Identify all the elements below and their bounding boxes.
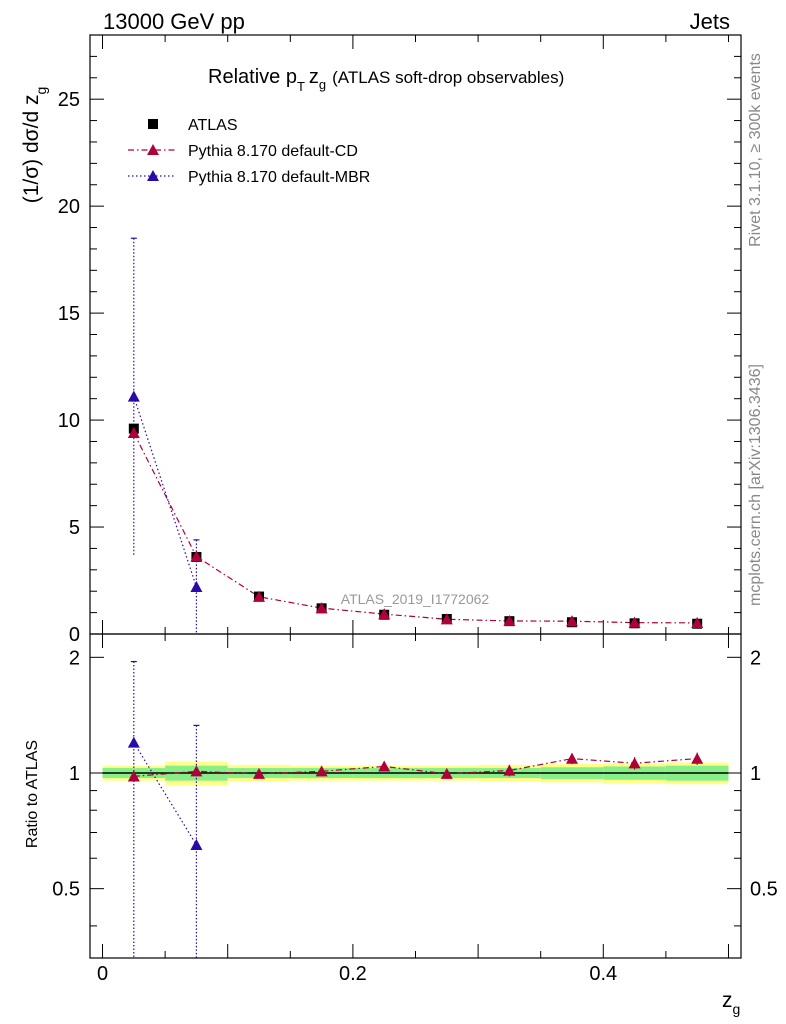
ratio-cd-point bbox=[440, 767, 453, 779]
legend-label-mbr: Pythia 8.170 default-MBR bbox=[188, 169, 370, 186]
ratio-y-tick-label: 1 bbox=[69, 763, 80, 785]
ratio-cd-point bbox=[378, 760, 391, 772]
main-y-axis-label: (1/σ) dσ/d zg bbox=[20, 87, 49, 204]
analysis-watermark: ATLAS_2019_I1772062 bbox=[341, 591, 490, 607]
x-tick-label: 0 bbox=[97, 963, 108, 985]
main-title: Relative pT zg (ATLAS soft-drop observable… bbox=[208, 66, 564, 94]
mbr-line bbox=[133, 396, 197, 588]
cd-point bbox=[691, 616, 704, 628]
ratio-cd-point bbox=[315, 765, 328, 777]
ratio-axis-ticks bbox=[90, 634, 741, 958]
ratio-y-tick-label-right: 2 bbox=[750, 647, 761, 669]
legend-label-cd: Pythia 8.170 default-CD bbox=[188, 143, 358, 160]
ratio-mbr-line bbox=[133, 742, 197, 846]
ratio-frame bbox=[89, 633, 742, 959]
main-y-tick-label: 5 bbox=[69, 517, 80, 539]
ratio-series-layer bbox=[127, 660, 704, 958]
main-y-tick-label: 0 bbox=[69, 624, 80, 646]
legend-marker-mbr bbox=[147, 170, 159, 181]
main-panel: 0 5 10 15 20 25 Relative pT zg (ATLAS soft-drop… bbox=[20, 34, 742, 646]
legend-marker-atlas bbox=[148, 119, 158, 129]
ratio-cd-point bbox=[190, 765, 203, 777]
mbr-point bbox=[190, 580, 203, 593]
ratio-y-tick-label-right: 1 bbox=[750, 763, 761, 785]
ratio-y-tick-label-right: 0.5 bbox=[750, 879, 778, 901]
main-series-layer bbox=[127, 237, 704, 634]
legend-entry-atlas: ATLAS bbox=[148, 117, 238, 134]
ratio-y-tick-label: 0.5 bbox=[52, 879, 80, 901]
legend-label-atlas: ATLAS bbox=[188, 117, 238, 134]
cd-point bbox=[127, 426, 140, 439]
cd-point bbox=[565, 615, 578, 627]
legend: ATLAS Pythia 8.170 default-CD Pythia 8.1… bbox=[128, 117, 370, 186]
ratio-cd-point bbox=[691, 752, 704, 764]
cd-point bbox=[315, 602, 328, 614]
x-axis-label: zg bbox=[722, 989, 740, 1017]
cd-line bbox=[133, 432, 698, 624]
ratio-y-tick-label: 2 bbox=[69, 647, 80, 669]
cd-point bbox=[253, 590, 266, 602]
ratio-cd-point bbox=[127, 770, 140, 782]
ratio-mbr-point bbox=[127, 736, 140, 748]
header-left: 13000 GeV pp bbox=[103, 9, 245, 34]
ratio-mbr-point bbox=[190, 838, 203, 850]
ratio-y-tick-labels: 0.5 0.5 1 1 2 2 bbox=[52, 647, 778, 900]
ratio-cd-point bbox=[503, 764, 516, 776]
cd-point bbox=[628, 616, 641, 628]
main-y-tick-label: 10 bbox=[58, 410, 80, 432]
ratio-cd-point bbox=[253, 767, 266, 779]
main-y-tick-label: 15 bbox=[58, 303, 80, 325]
main-y-tick-label: 20 bbox=[58, 196, 80, 218]
ratio-cd-point bbox=[628, 757, 641, 769]
x-tick-label: 0.2 bbox=[339, 963, 367, 985]
ratio-y-axis-label: Ratio to ATLAS bbox=[24, 740, 41, 848]
ratio-panel: 0.5 0.5 1 1 2 2 0 0.2 0.4 Ratio to ATLAS zg bbox=[24, 633, 778, 1017]
cd-point bbox=[503, 614, 516, 627]
cd-point bbox=[440, 613, 453, 625]
mcplots-label: mcplots.cern.ch [arXiv:1306.3436] bbox=[747, 364, 764, 606]
x-tick-label: 0.4 bbox=[589, 963, 617, 985]
ratio-x-tick-labels: 0 0.2 0.4 bbox=[97, 963, 617, 985]
ratio-cd-point bbox=[565, 752, 578, 764]
mbr-point bbox=[127, 390, 140, 402]
header-right: Jets bbox=[690, 9, 730, 34]
main-y-tick-labels: 0 5 10 15 20 25 bbox=[58, 89, 80, 646]
rivet-label: Rivet 3.1.10, ≥ 300k events bbox=[747, 53, 764, 247]
legend-entry-mbr: Pythia 8.170 default-MBR bbox=[128, 169, 370, 186]
legend-entry-cd: Pythia 8.170 default-CD bbox=[128, 143, 358, 160]
main-y-tick-label: 25 bbox=[58, 89, 80, 111]
legend-marker-cd bbox=[147, 144, 159, 155]
cd-point bbox=[190, 550, 203, 562]
main-axis-ticks bbox=[90, 34, 741, 635]
cd-point bbox=[378, 608, 391, 620]
